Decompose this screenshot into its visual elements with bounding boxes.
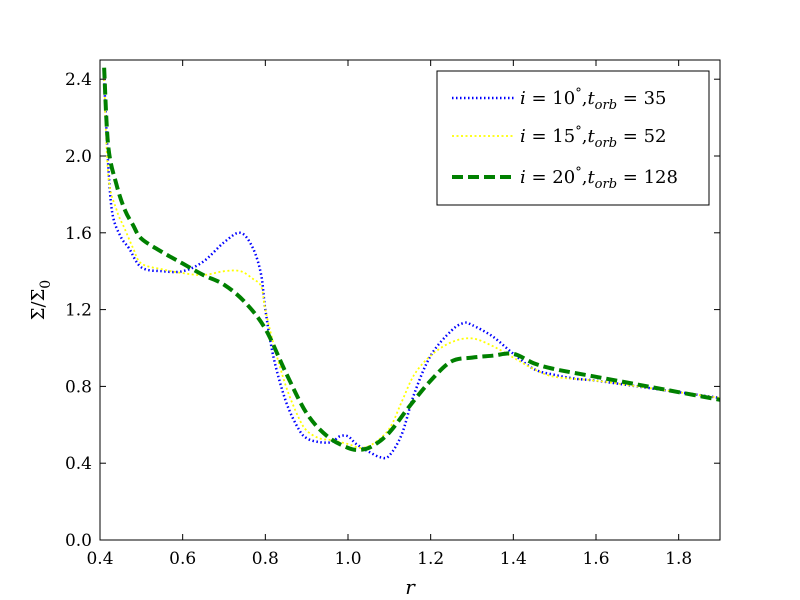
legend-label-1: i = 10°,torb = 35 xyxy=(520,86,666,113)
legend-label-3: i = 20°,torb = 128 xyxy=(520,165,678,192)
y-tick-label: 2.0 xyxy=(65,147,92,167)
y-tick-label: 1.6 xyxy=(65,224,92,244)
series-layer xyxy=(102,67,720,460)
x-tick-label: 1.2 xyxy=(417,549,444,569)
ticks-layer: 0.4 0.6 0.8 1.0 1.2 1.4 1.6 1.80.00.40.81.21.62… xyxy=(65,60,720,569)
y-axis-label-text: Σ/Σ0 xyxy=(28,280,54,320)
plot-frame xyxy=(99,59,721,541)
y-tick-label: 2.4 xyxy=(65,70,92,90)
y-tick-label: 0.8 xyxy=(65,377,92,397)
x-tick-label: 1.8 xyxy=(665,549,692,569)
x-tick-label: 0.6 xyxy=(169,549,196,569)
x-axis-label: r xyxy=(405,575,416,599)
legend-box xyxy=(436,70,710,206)
y-tick-label: 0.0 xyxy=(65,531,92,551)
x-tick-label: 1.4 xyxy=(500,549,527,569)
x-tick-label: 0.4 xyxy=(86,549,113,569)
y-tick-label: 0.4 xyxy=(65,454,92,474)
x-tick-label: 1.6 xyxy=(582,549,609,569)
y-axis-label-sub: 0 xyxy=(38,280,54,289)
legend-label-2: i = 15°,torb = 52 xyxy=(520,124,666,151)
y-axis-label: Σ/Σ0 xyxy=(28,280,54,320)
x-tick-label: 1.0 xyxy=(334,549,361,569)
series-line-3 xyxy=(102,67,720,452)
x-tick-label: 0.8 xyxy=(252,549,279,569)
series-line-1 xyxy=(102,79,720,460)
y-tick-label: 1.2 xyxy=(65,301,92,321)
series-line-2 xyxy=(103,79,720,449)
y-axis-label-num: Σ/Σ xyxy=(28,289,49,321)
legend: i = 10°,torb = 35 i = 15°,torb = 52 i = 20… xyxy=(436,70,710,206)
